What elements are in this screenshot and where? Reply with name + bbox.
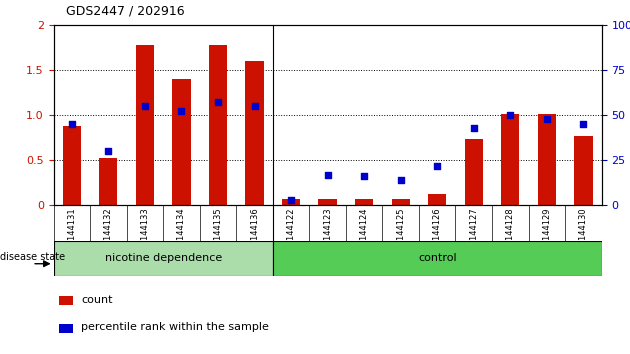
- Text: GDS2447 / 202916: GDS2447 / 202916: [66, 5, 185, 18]
- Bar: [100, 158, 117, 205]
- Bar: [575, 136, 592, 205]
- Point: [176, 109, 186, 114]
- Text: GSM144129: GSM144129: [542, 207, 551, 258]
- Text: GSM144134: GSM144134: [177, 207, 186, 258]
- Text: count: count: [81, 295, 113, 304]
- Bar: [59, 324, 72, 333]
- Text: GSM144127: GSM144127: [469, 207, 478, 258]
- Bar: [209, 45, 227, 205]
- Text: GSM144122: GSM144122: [287, 207, 295, 258]
- Point: [103, 148, 113, 154]
- Text: nicotine dependence: nicotine dependence: [105, 253, 222, 263]
- Bar: [318, 199, 336, 205]
- Text: percentile rank within the sample: percentile rank within the sample: [81, 322, 269, 332]
- Bar: [63, 126, 81, 205]
- Bar: [173, 79, 191, 205]
- Point: [323, 172, 333, 177]
- Point: [249, 103, 260, 109]
- Bar: [465, 139, 483, 205]
- Text: GSM144128: GSM144128: [506, 207, 515, 258]
- Text: GSM144126: GSM144126: [433, 207, 442, 258]
- Bar: [59, 296, 72, 305]
- Bar: [355, 199, 373, 205]
- Point: [432, 163, 442, 169]
- Point: [359, 173, 369, 179]
- Point: [286, 197, 296, 203]
- Bar: [273, 241, 602, 276]
- Bar: [428, 194, 446, 205]
- Text: disease state: disease state: [0, 252, 65, 262]
- Bar: [246, 61, 263, 205]
- Text: control: control: [418, 253, 457, 263]
- Point: [505, 112, 515, 118]
- Point: [578, 121, 588, 127]
- Text: GSM144132: GSM144132: [104, 207, 113, 258]
- Point: [140, 103, 150, 109]
- Text: GSM144123: GSM144123: [323, 207, 332, 258]
- Text: GSM144125: GSM144125: [396, 207, 405, 258]
- Bar: [282, 199, 300, 205]
- Bar: [391, 199, 410, 205]
- Bar: [136, 45, 154, 205]
- Bar: [54, 241, 273, 276]
- Point: [213, 99, 223, 105]
- Text: GSM144136: GSM144136: [250, 207, 259, 258]
- Point: [469, 125, 479, 131]
- Point: [67, 121, 77, 127]
- Text: GSM144131: GSM144131: [67, 207, 76, 258]
- Point: [542, 116, 552, 121]
- Text: GSM144135: GSM144135: [214, 207, 222, 258]
- Point: [396, 177, 406, 183]
- Text: GSM144130: GSM144130: [579, 207, 588, 258]
- Bar: [538, 114, 556, 205]
- Text: GSM144133: GSM144133: [140, 207, 149, 258]
- Text: GSM144124: GSM144124: [360, 207, 369, 258]
- Bar: [501, 114, 519, 205]
